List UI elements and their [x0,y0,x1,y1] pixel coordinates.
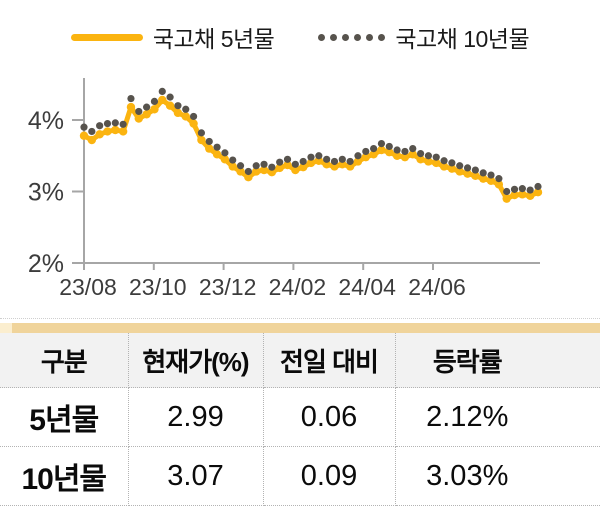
col-header-change-rate: 등락률 [395,333,600,388]
summary-table-block: 구분 현재가(%) 전일 대비 등락률 5년물 2.99 0.06 2.12% … [0,318,600,506]
svg-text:24/04: 24/04 [338,274,396,300]
row-label-5y: 5년물 [0,387,129,447]
col-header-current-price: 현재가(%) [128,333,264,388]
current-price-5y: 2.99 [128,387,264,447]
svg-text:4%: 4% [28,107,64,135]
legend-label-10y: 국고채 10년물 [395,26,530,52]
svg-text:23/10: 23/10 [129,274,187,300]
change-rate-10y: 3.03% [395,446,600,506]
bond-summary-table: 구분 현재가(%) 전일 대비 등락률 5년물 2.99 0.06 2.12% … [0,333,600,506]
chart-area: 4% 3% 2% 23/08 23/10 23/12 24/02 24/04 24/06 [0,54,600,306]
legend-label-5y: 국고채 5년물 [152,26,275,52]
table-accent-bar [0,323,600,333]
legend-item-10y: 국고채 10년물 [318,20,530,54]
current-price-10y: 3.07 [128,446,264,506]
legend-item-5y: 국고채 5년물 [70,20,275,54]
bond-yield-line-chart: 4% 3% 2%23/08 23/10 23/12 24/02 24/04 24/06 [28,78,543,300]
daily-change-10y: 0.09 [263,446,396,506]
svg-text:23/08: 23/08 [59,274,117,300]
svg-text:24/02: 24/02 [269,274,327,300]
table-top-divider [0,318,600,323]
change-rate-5y: 2.12% [395,387,600,447]
svg-text:24/06: 24/06 [408,274,466,300]
svg-text:3%: 3% [28,179,64,207]
col-header-daily-change: 전일 대비 [263,333,396,388]
table-row-5y: 5년물 2.99 0.06 2.12% [0,387,600,447]
table-header-row: 구분 현재가(%) 전일 대비 등락률 [0,333,600,388]
daily-change-5y: 0.06 [263,387,396,447]
row-label-10y: 10년물 [0,446,129,506]
dotted-line-swatch-icon [318,33,386,41]
col-header-category: 구분 [0,333,129,388]
table-row-10y: 10년물 3.07 0.09 3.03% [0,446,600,506]
chart-legend: 국고채 5년물 국고채 10년물 [0,0,600,54]
solid-line-swatch-icon [70,33,143,41]
svg-text:2%: 2% [28,250,64,278]
svg-text:23/12: 23/12 [199,274,257,300]
